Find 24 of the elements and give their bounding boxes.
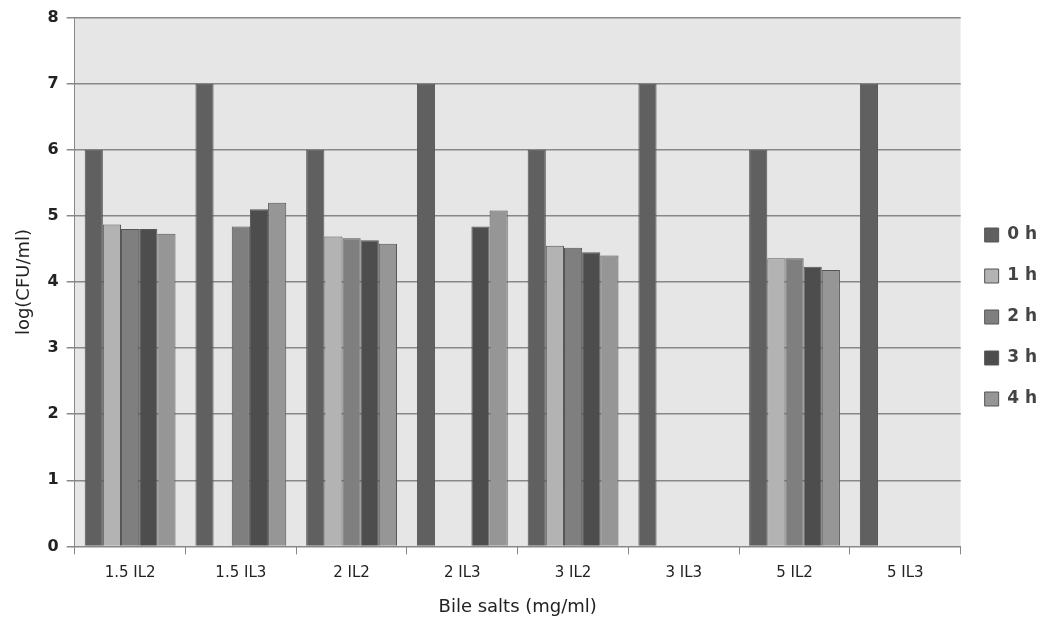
legend-label: 1 h [1007,264,1038,285]
y-tick-label: 1 [47,469,59,489]
x-tick-label: 1.5 IL3 [215,563,267,582]
y-tick-label: 8 [47,6,59,26]
y-tick-label: 3 [47,337,59,357]
y-tick-label: 2 [47,403,59,423]
legend-label: 0 h [1007,223,1038,244]
y-tick-label: 6 [47,138,59,158]
y-tick-label: 4 [47,271,59,291]
y-tick-label: 0 [47,535,59,555]
x-tick-label: 1.5 IL2 [104,563,156,582]
legend-label: 2 h [1007,305,1038,326]
x-tick-label: 2 IL3 [444,563,481,582]
x-tick-label: 5 IL2 [776,563,813,582]
legend-label: 4 h [1007,387,1038,408]
legend-label: 3 h [1007,346,1038,367]
y-tick-label: 5 [47,205,59,225]
x-tick-label: 5 IL3 [886,563,924,582]
x-tick-label: 2 IL2 [333,563,370,582]
x-tick-label: 3 IL3 [665,563,703,582]
y-tick-label: 7 [47,72,59,92]
x-tick-label: 3 IL2 [554,563,592,582]
y-axis-title: log(CFU/ml) [12,228,34,336]
x-axis-title: Bile salts (mg/ml) [438,594,597,616]
